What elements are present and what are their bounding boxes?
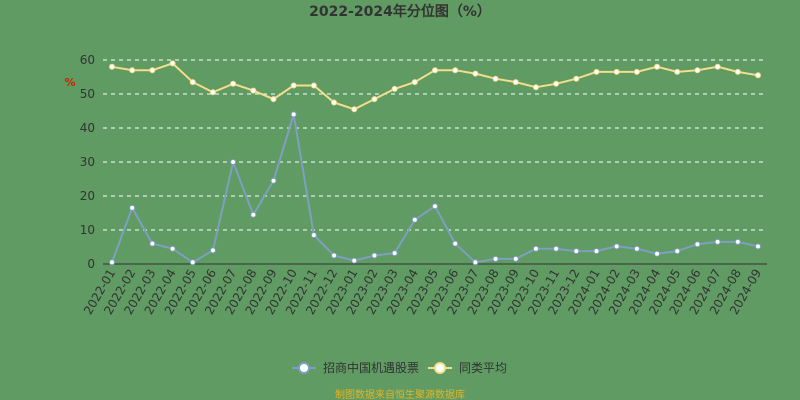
series <box>109 60 761 266</box>
y-tick-label: 60 <box>80 53 95 67</box>
data-point[interactable] <box>613 68 620 75</box>
data-point[interactable] <box>209 247 216 254</box>
data-point[interactable] <box>310 232 317 239</box>
data-point[interactable] <box>532 84 539 91</box>
y-tick-label: 10 <box>80 223 95 237</box>
data-point[interactable] <box>512 79 519 86</box>
legend-label: 招商中国机遇股票 <box>323 360 419 375</box>
chart-title: 2022-2024年分位图（%） <box>309 3 491 20</box>
series-fund <box>109 111 761 266</box>
legend-marker <box>434 362 446 374</box>
data-point[interactable] <box>411 216 418 223</box>
data-point[interactable] <box>573 248 580 255</box>
data-point[interactable] <box>734 238 741 245</box>
y-tick-label: 40 <box>80 121 95 135</box>
data-point[interactable] <box>472 70 479 77</box>
data-point[interactable] <box>593 248 600 255</box>
y-axis-unit: % <box>64 76 75 89</box>
legend-label: 同类平均 <box>459 361 507 375</box>
data-point[interactable] <box>674 68 681 75</box>
legend-item-fund[interactable]: 招商中国机遇股票 <box>292 360 419 375</box>
y-tick-label: 20 <box>80 189 95 203</box>
data-point[interactable] <box>512 255 519 262</box>
y-tick-label: 0 <box>87 257 95 271</box>
data-point[interactable] <box>472 259 479 266</box>
data-point[interactable] <box>411 79 418 86</box>
data-point[interactable] <box>452 67 459 74</box>
data-point[interactable] <box>734 68 741 75</box>
data-point[interactable] <box>351 257 358 264</box>
data-point[interactable] <box>452 240 459 247</box>
data-point[interactable] <box>432 67 438 74</box>
data-point[interactable] <box>694 67 701 74</box>
data-point[interactable] <box>270 96 277 103</box>
legend-item-peer-average[interactable]: 同类平均 <box>428 361 507 375</box>
data-point[interactable] <box>755 72 761 79</box>
data-point[interactable] <box>351 106 358 113</box>
data-point[interactable] <box>129 204 136 211</box>
data-point[interactable] <box>633 245 640 252</box>
y-axis: 0 10 20 30 40 50 60 <box>80 53 95 271</box>
data-point[interactable] <box>149 67 156 74</box>
data-point[interactable] <box>230 80 237 87</box>
data-point[interactable] <box>714 63 721 70</box>
data-point[interactable] <box>270 177 277 184</box>
data-point[interactable] <box>331 99 338 106</box>
data-point[interactable] <box>593 68 600 75</box>
data-point[interactable] <box>290 111 297 118</box>
data-point[interactable] <box>189 259 196 266</box>
data-point[interactable] <box>391 250 398 257</box>
data-point[interactable] <box>109 259 115 266</box>
x-axis: 2022-012022-022022-032022-042022-052022-… <box>81 267 764 317</box>
data-point[interactable] <box>290 82 297 89</box>
y-tick-label: 50 <box>80 87 95 101</box>
source-note: 制图数据来自恒生聚源数据库 <box>335 388 465 400</box>
data-point[interactable] <box>633 68 640 75</box>
data-point[interactable] <box>694 241 701 248</box>
data-point[interactable] <box>654 250 661 257</box>
data-point[interactable] <box>371 252 378 259</box>
data-point[interactable] <box>129 67 136 74</box>
legend[interactable]: 招商中国机遇股票 同类平均 <box>292 360 507 375</box>
data-point[interactable] <box>109 63 115 70</box>
data-point[interactable] <box>331 252 338 259</box>
data-point[interactable] <box>310 82 317 89</box>
data-point[interactable] <box>230 159 237 165</box>
data-point[interactable] <box>250 211 257 218</box>
data-point[interactable] <box>553 80 560 87</box>
legend-marker <box>298 362 310 374</box>
series-peer-average <box>109 60 761 113</box>
data-point[interactable] <box>169 60 176 67</box>
data-point[interactable] <box>755 243 761 250</box>
grid <box>103 59 767 265</box>
data-point[interactable] <box>553 245 560 252</box>
data-point[interactable] <box>714 238 721 245</box>
data-point[interactable] <box>169 245 176 252</box>
data-point[interactable] <box>250 87 257 94</box>
data-point[interactable] <box>532 245 539 252</box>
data-point[interactable] <box>654 63 661 70</box>
data-point[interactable] <box>674 248 681 255</box>
data-point[interactable] <box>492 255 499 262</box>
data-point[interactable] <box>391 85 398 92</box>
y-tick-label: 30 <box>80 155 95 169</box>
data-point[interactable] <box>432 203 438 210</box>
data-point[interactable] <box>189 79 196 86</box>
data-point[interactable] <box>209 89 216 96</box>
data-point[interactable] <box>371 96 378 103</box>
series-line <box>111 114 759 264</box>
data-point[interactable] <box>149 240 156 247</box>
data-point[interactable] <box>613 243 620 250</box>
data-point[interactable] <box>573 75 580 82</box>
data-point[interactable] <box>492 75 499 82</box>
